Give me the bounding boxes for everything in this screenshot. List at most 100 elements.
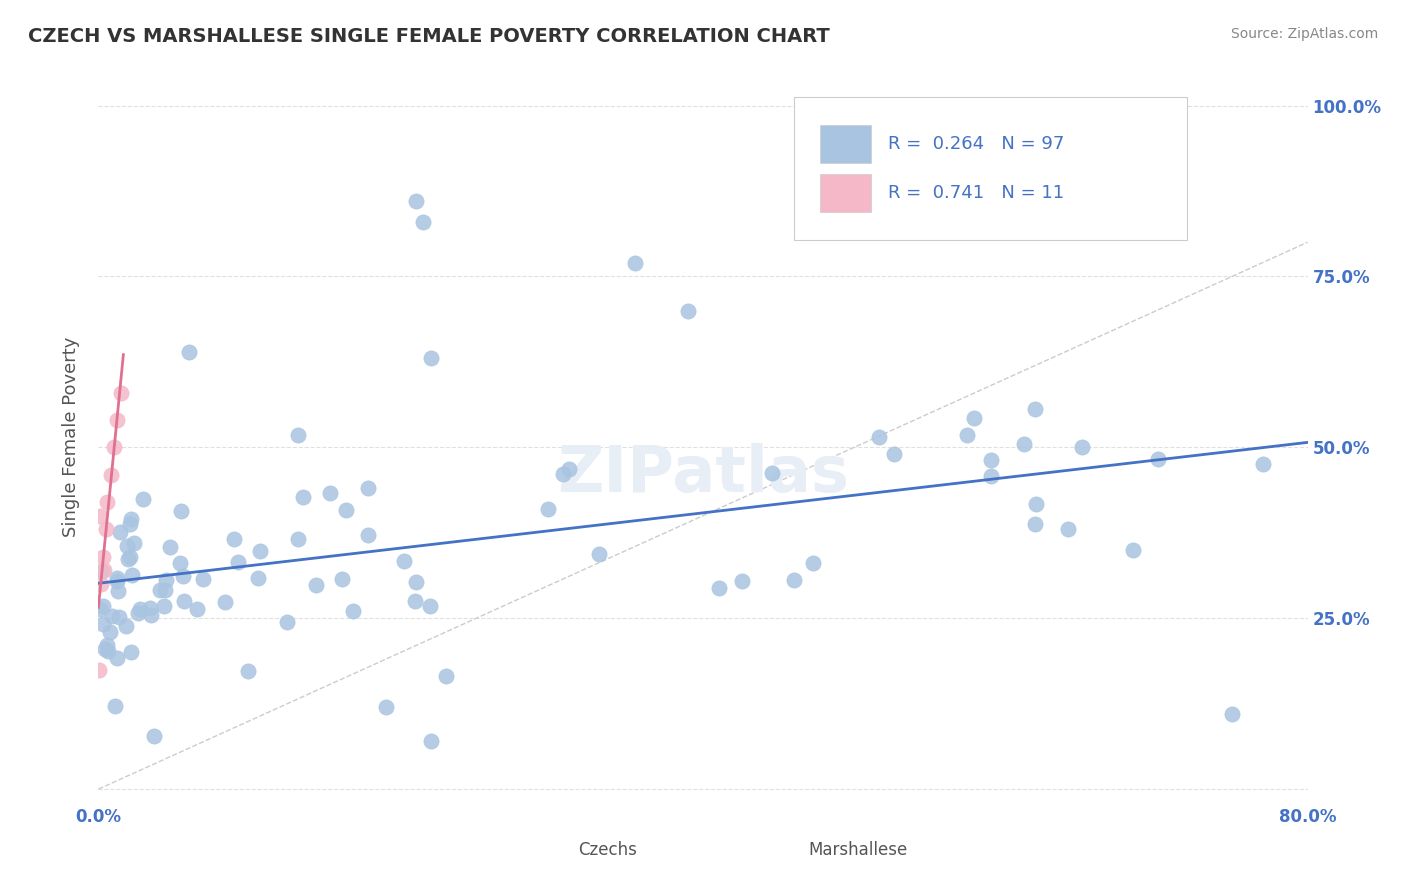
- Point: [392, 554, 415, 568]
- Point: [91, 549, 114, 564]
- Point: [761, 467, 783, 481]
- Point: [107, 610, 129, 624]
- Point: [93, 563, 115, 577]
- FancyBboxPatch shape: [820, 125, 872, 163]
- Point: [108, 524, 131, 539]
- Point: [105, 571, 128, 585]
- Point: [434, 669, 457, 683]
- Text: R =  0.264   N = 97: R = 0.264 N = 97: [889, 135, 1064, 153]
- Point: [91, 617, 114, 632]
- Point: [956, 427, 979, 442]
- Point: [868, 430, 890, 444]
- Point: [104, 699, 127, 714]
- Point: [291, 490, 314, 504]
- Point: [357, 481, 380, 495]
- Point: [159, 540, 181, 554]
- Point: [405, 575, 427, 590]
- Point: [90, 577, 112, 591]
- Point: [247, 571, 270, 585]
- Point: [883, 447, 905, 461]
- Point: [118, 517, 141, 532]
- Point: [155, 573, 177, 587]
- Point: [963, 411, 986, 425]
- Point: [558, 462, 581, 476]
- Point: [1025, 497, 1047, 511]
- Point: [90, 564, 112, 578]
- Point: [170, 504, 193, 518]
- Point: [96, 495, 118, 509]
- Point: [405, 194, 427, 209]
- Text: Czechs: Czechs: [578, 841, 637, 859]
- Point: [153, 599, 176, 613]
- FancyBboxPatch shape: [820, 174, 872, 211]
- Point: [110, 385, 132, 400]
- Point: [132, 491, 155, 506]
- Point: [105, 413, 128, 427]
- Point: [97, 644, 120, 658]
- Text: CZECH VS MARSHALLESE SINGLE FEMALE POVERTY CORRELATION CHART: CZECH VS MARSHALLESE SINGLE FEMALE POVER…: [28, 27, 830, 45]
- FancyBboxPatch shape: [540, 838, 569, 863]
- Point: [153, 582, 176, 597]
- Point: [249, 543, 271, 558]
- Point: [118, 550, 141, 565]
- Point: [98, 625, 121, 640]
- Point: [412, 215, 434, 229]
- Point: [404, 594, 426, 608]
- Point: [121, 568, 143, 582]
- Point: [105, 651, 128, 665]
- Point: [101, 609, 124, 624]
- Point: [420, 351, 443, 366]
- Point: [1253, 457, 1275, 471]
- Point: [335, 503, 357, 517]
- Point: [374, 700, 396, 714]
- Point: [172, 568, 194, 582]
- Point: [588, 548, 610, 562]
- Point: [980, 469, 1002, 483]
- Point: [287, 533, 309, 547]
- Point: [96, 638, 118, 652]
- Point: [1071, 440, 1094, 454]
- Point: [707, 582, 730, 596]
- Point: [89, 508, 111, 523]
- Point: [89, 602, 111, 616]
- Point: [1024, 401, 1046, 416]
- Point: [318, 486, 340, 500]
- Point: [305, 578, 328, 592]
- Point: [1012, 437, 1035, 451]
- Point: [222, 532, 245, 546]
- Point: [731, 574, 754, 588]
- Point: [93, 641, 115, 656]
- Point: [117, 551, 139, 566]
- Point: [191, 573, 214, 587]
- Point: [1121, 543, 1143, 558]
- Point: [139, 607, 162, 622]
- FancyBboxPatch shape: [769, 838, 800, 863]
- Point: [115, 540, 138, 554]
- Point: [1147, 451, 1170, 466]
- Point: [149, 582, 172, 597]
- Text: ZIPatlas: ZIPatlas: [557, 442, 849, 505]
- Point: [128, 601, 150, 615]
- Text: R =  0.741   N = 11: R = 0.741 N = 11: [889, 184, 1064, 202]
- Point: [120, 511, 142, 525]
- Point: [980, 453, 1002, 467]
- Point: [105, 574, 128, 589]
- Point: [420, 734, 443, 748]
- Point: [107, 584, 129, 599]
- Point: [142, 729, 165, 743]
- Point: [238, 664, 260, 678]
- Point: [537, 502, 560, 516]
- Point: [114, 619, 136, 633]
- FancyBboxPatch shape: [793, 97, 1187, 240]
- Point: [173, 594, 195, 608]
- Point: [179, 344, 201, 359]
- Point: [169, 556, 191, 570]
- Point: [357, 528, 380, 542]
- Point: [138, 601, 160, 615]
- Point: [127, 606, 149, 620]
- Point: [801, 556, 824, 570]
- Point: [91, 599, 114, 614]
- Point: [1057, 522, 1080, 536]
- Point: [122, 536, 145, 550]
- Point: [89, 663, 111, 677]
